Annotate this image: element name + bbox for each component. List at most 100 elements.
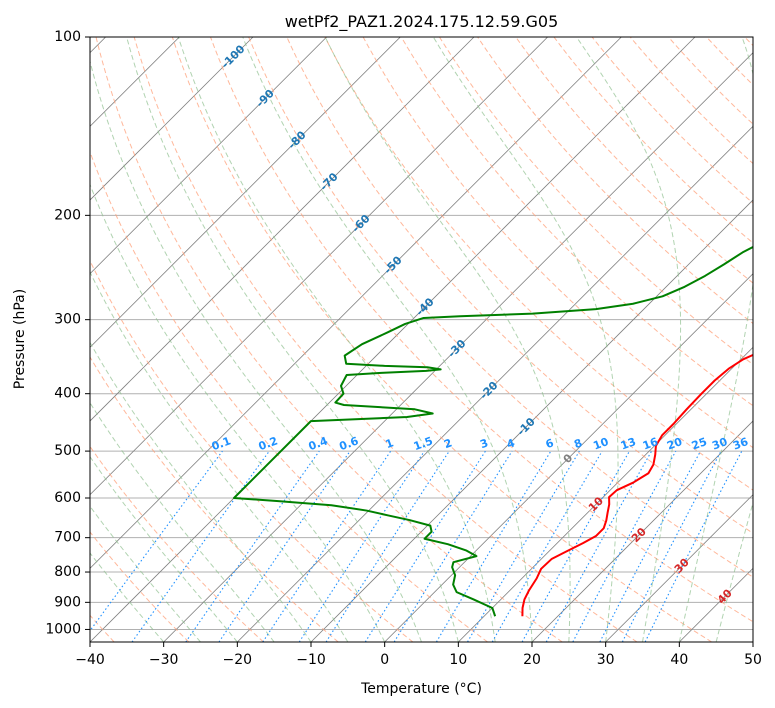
y-tick-label: 800 (54, 564, 81, 580)
dry-adiabat-line (95, 37, 563, 642)
y-axis-title: Pressure (hPa) (12, 289, 28, 389)
mixing-ratio-label: 0.4 (307, 434, 330, 453)
mixing-ratio-line (185, 450, 320, 642)
dewpoint-line (232, 245, 753, 617)
background-lines (90, 37, 753, 642)
dry-adiabat-line (553, 37, 753, 244)
plot-frame (89, 36, 754, 643)
mixing-ratio-label: 0.1 (210, 434, 233, 453)
dry-adiabat-line (90, 356, 339, 642)
mixing-ratio-label: 16 (641, 435, 660, 453)
y-tick-label: 700 (54, 530, 81, 546)
isotherm-line (90, 37, 696, 642)
dry-adiabat-line (90, 150, 488, 642)
mixing-ratio-line (393, 450, 513, 642)
y-tick-label: 400 (54, 386, 81, 402)
dry-adiabat-line (324, 37, 753, 491)
profile-lines (232, 245, 753, 617)
line-labels: 0.1 0.2 0.4 0.6 1 1.5 2 3 4 6 8 10 13 16 20 25 30 36-100-… (210, 42, 751, 606)
mixing-ratio-line (90, 450, 223, 632)
isotherm-line (90, 37, 254, 201)
mixing-ratio-line (325, 450, 450, 642)
dry-adiabat-line (400, 37, 753, 407)
dry-adiabat-line (286, 37, 753, 534)
moist-adiabat-line (90, 59, 422, 642)
moist-adiabat-line (126, 37, 459, 642)
isotherm-line (90, 37, 548, 496)
moist-adiabat-line (90, 505, 201, 642)
axes: −40 −30 −20 −10 0 10 20 30 40 5010020030040050060… (45, 29, 762, 668)
mixing-ratio-line (572, 450, 677, 642)
moist-adiabat-line (90, 455, 238, 642)
isotherm-line (384, 273, 753, 642)
mixing-ratio-label: 8 (572, 436, 584, 451)
y-tick-label: 1000 (45, 621, 81, 637)
dry-adiabat-line (90, 259, 414, 642)
dry-adiabat-line (591, 37, 753, 204)
y-tick-label: 600 (54, 490, 81, 506)
mixing-ratio-line (435, 450, 552, 642)
dry-adiabat-line (248, 37, 753, 578)
y-tick-label: 100 (54, 29, 81, 45)
moist-adiabat-line (90, 401, 275, 642)
mixing-ratio-label: 20 (665, 435, 684, 453)
x-tick-label: 10 (449, 652, 467, 668)
dry-adiabat-line (133, 37, 638, 642)
x-axis-title: Temperature (°C) (360, 681, 482, 697)
x-tick-label: −40 (75, 652, 105, 668)
x-tick-label: −10 (296, 652, 326, 668)
mixing-ratio-label: 0.6 (338, 434, 361, 453)
mixing-ratio-label: 25 (690, 435, 709, 452)
y-tick-label: 200 (54, 207, 81, 223)
isotherm-line (237, 125, 753, 642)
mixing-ratio-line (467, 450, 580, 642)
isotherm-line (163, 52, 753, 642)
mixing-ratio-label: 10 (591, 435, 610, 453)
dry-adiabat-line (362, 37, 753, 449)
y-tick-label: 500 (54, 443, 81, 459)
mixing-ratio-label: 13 (619, 435, 638, 452)
mixing-ratio-label: 1.5 (412, 434, 435, 453)
moist-adiabat-line (242, 37, 533, 642)
moist-adiabat-line (576, 37, 682, 642)
mixing-ratio-label: 4 (505, 436, 517, 451)
dry-adiabat-line (90, 531, 190, 642)
x-tick-label: 0 (380, 652, 389, 668)
dry-adiabat-line (210, 37, 753, 623)
mixing-ratio-line (218, 450, 351, 642)
isotherm-line (90, 37, 475, 422)
moist-adiabat-line (324, 37, 571, 642)
y-tick-label: 900 (54, 594, 81, 610)
temperature-line (521, 353, 753, 617)
mixing-ratio-label: 2 (442, 436, 454, 451)
chart-title: wetPf2_PAZ1.2024.175.12.59.G05 (285, 12, 559, 32)
mixing-ratio-label: 6 (544, 436, 556, 451)
isotherm-line (90, 37, 622, 569)
mixing-ratio-line (491, 450, 603, 642)
x-tick-label: 30 (597, 652, 615, 668)
isotherm-line (605, 494, 753, 642)
y-tick-label: 300 (54, 312, 81, 328)
dry-adiabat-line (477, 37, 753, 325)
isotherm-line (90, 37, 401, 348)
mixing-ratio-line (131, 450, 270, 642)
mixing-ratio-label: 30 (710, 435, 729, 453)
mixing-ratio-label: 1 (384, 436, 396, 451)
isotherm-line (90, 37, 327, 275)
x-tick-label: 40 (670, 652, 688, 668)
isotherm-line (458, 346, 753, 642)
isotherm-line (531, 420, 753, 642)
x-tick-label: −20 (223, 652, 253, 668)
moist-adiabat-line (90, 183, 386, 642)
mixing-ratio-label: 3 (478, 436, 490, 451)
mixing-ratio-line (364, 450, 486, 642)
dry-adiabat-line (171, 37, 712, 642)
moist-adiabat-line (90, 270, 349, 642)
dry-adiabat-line (439, 37, 753, 366)
x-tick-label: 20 (523, 652, 541, 668)
moist-adiabat-line (715, 500, 753, 642)
mixing-ratio-label: 36 (731, 435, 750, 453)
